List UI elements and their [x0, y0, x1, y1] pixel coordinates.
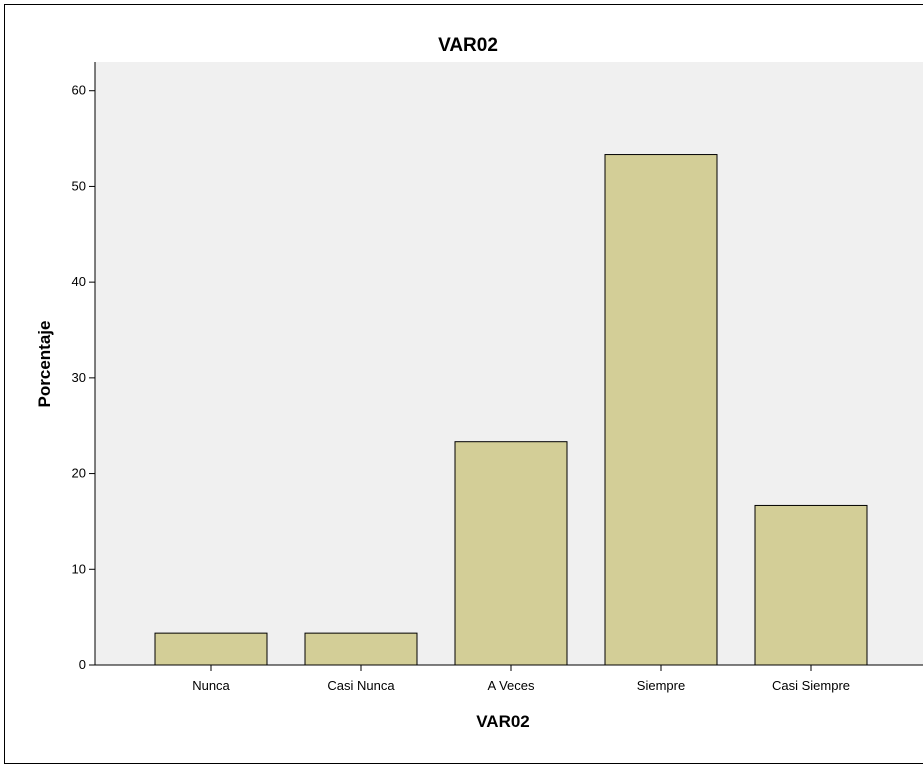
bar-a-veces: [454, 441, 568, 666]
x-tick-label: Casi Siempre: [772, 678, 850, 693]
bar-siempre: [604, 154, 718, 666]
bar-casi-siempre: [754, 504, 868, 666]
bar-chart: VAR02 0 10 20 30 40 50 60 Nunca Casi Nunca A Vec…: [35, 35, 923, 731]
bar-casi-nunca: [304, 632, 418, 666]
y-tick-label: 60: [72, 83, 86, 98]
x-tick-label: Casi Nunca: [327, 678, 395, 693]
x-tick-label: Siempre: [637, 678, 685, 693]
x-axis-label: VAR02: [476, 712, 530, 731]
y-tick-label: 50: [72, 178, 86, 193]
x-axis-ticks: Nunca Casi Nunca A Veces Siempre Casi Siempr…: [192, 665, 850, 693]
y-axis-ticks: 0 10 20 30 40 50 60: [72, 83, 95, 672]
y-tick-label: 40: [72, 274, 86, 289]
x-tick-label: Nunca: [192, 678, 230, 693]
bars: [154, 154, 868, 666]
x-tick-label: A Veces: [488, 678, 535, 693]
y-tick-label: 30: [72, 370, 86, 385]
chart-title: VAR02: [438, 35, 498, 56]
y-tick-label: 10: [72, 561, 86, 576]
y-axis-label: Porcentaje: [35, 321, 54, 408]
y-tick-label: 0: [79, 657, 86, 672]
y-tick-label: 20: [72, 466, 86, 481]
bar-nunca: [154, 632, 268, 666]
